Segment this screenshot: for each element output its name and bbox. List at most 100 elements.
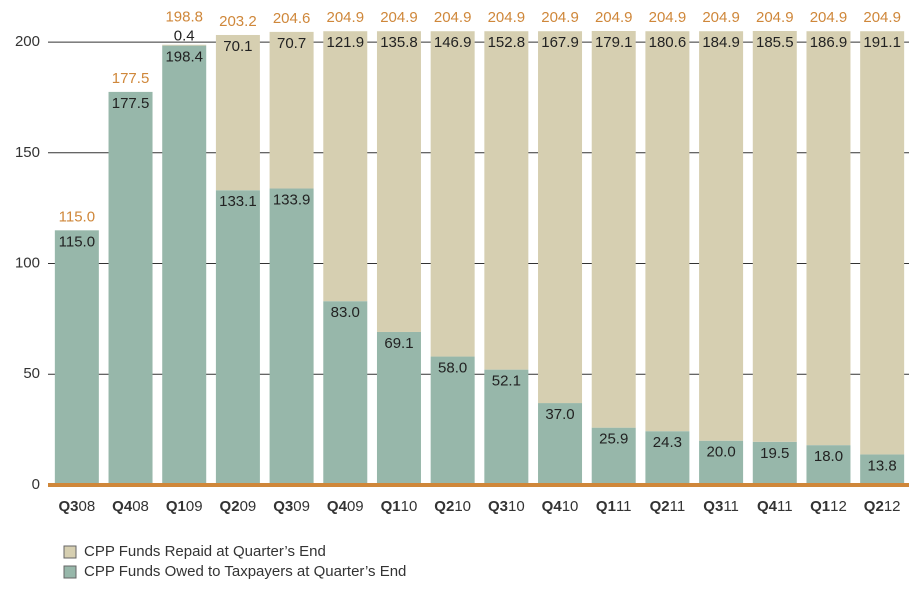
x-tick-bold: Q1 (596, 498, 616, 515)
bar-segment (430, 31, 475, 357)
x-tick-year: 10 (401, 498, 418, 515)
value-label: 135.8 (380, 34, 418, 51)
y-tick-label: 150 (15, 144, 40, 161)
total-label: 177.5 (112, 70, 150, 87)
total-label: 204.9 (649, 9, 687, 26)
x-tick-label: Q210 (434, 498, 471, 515)
bar-segment (645, 31, 690, 432)
legend-label: CPP Funds Owed to Taxpayers at Quarter’s… (84, 563, 406, 580)
x-tick-bold: Q4 (327, 498, 348, 515)
total-label: 204.9 (810, 9, 848, 26)
value-label: 37.0 (545, 406, 574, 423)
bar-segment (699, 31, 744, 441)
x-tick-label: Q111 (596, 498, 632, 515)
value-label: 167.9 (541, 34, 579, 51)
bar-segment (752, 31, 797, 442)
x-tick-bold: Q4 (112, 498, 133, 515)
legend-label: CPP Funds Repaid at Quarter’s End (84, 543, 326, 560)
value-label: 121.9 (327, 34, 365, 51)
value-label: 146.9 (434, 34, 472, 51)
value-label: 25.9 (599, 431, 628, 448)
bar-segment (806, 31, 851, 446)
x-tick-bold: Q3 (488, 498, 508, 515)
x-tick-bold: Q3 (58, 498, 78, 515)
bar-segment (484, 31, 529, 370)
value-label: 133.1 (219, 193, 257, 210)
bar-segment (591, 427, 636, 485)
value-label: 20.0 (706, 444, 735, 461)
value-label: 19.5 (760, 445, 789, 462)
x-tick-year: 10 (508, 498, 525, 515)
x-tick-label: Q311 (703, 498, 739, 515)
bar-segment (538, 403, 583, 485)
bar-segment (269, 31, 314, 189)
total-label: 204.9 (863, 9, 901, 26)
x-tick-bold: Q1 (810, 498, 830, 515)
x-tick-label: Q410 (542, 498, 579, 515)
x-tick-year: 11 (616, 498, 632, 515)
legend-swatch (63, 545, 77, 559)
value-label: 52.1 (492, 373, 521, 390)
value-label: 115.0 (59, 233, 95, 250)
x-tick-bold: Q2 (434, 498, 454, 515)
x-tick-year: 12 (830, 498, 847, 515)
value-label: 70.1 (223, 38, 252, 55)
value-label: 18.0 (814, 448, 843, 465)
x-tick-year: 12 (884, 498, 901, 515)
y-tick-label: 0 (32, 476, 40, 493)
x-tick-year: 10 (562, 498, 579, 515)
bar-segment (108, 91, 153, 485)
x-tick-label: Q411 (757, 498, 793, 515)
value-label: 24.3 (653, 434, 682, 451)
total-label: 204.9 (541, 9, 579, 26)
total-label: 204.9 (702, 9, 740, 26)
total-label: 204.9 (756, 9, 794, 26)
x-tick-bold: Q2 (220, 498, 240, 515)
value-label: 191.1 (863, 34, 901, 51)
x-tick-year: 10 (454, 498, 471, 515)
value-label: 133.9 (273, 191, 311, 208)
x-tick-year: 11 (777, 498, 793, 515)
x-tick-year: 09 (186, 498, 203, 515)
y-tick-label: 200 (15, 33, 40, 50)
x-tick-label: Q109 (166, 498, 203, 515)
bar-segment (269, 188, 314, 485)
x-tick-label: Q309 (273, 498, 310, 515)
x-tick-year: 09 (347, 498, 364, 515)
bar-segment (162, 44, 207, 46)
x-tick-bold: Q3 (703, 498, 723, 515)
bar-segment (860, 454, 905, 485)
x-tick-label: Q211 (650, 498, 686, 515)
bar-segment (54, 230, 99, 485)
value-label: 13.8 (868, 457, 897, 474)
value-label: 184.9 (702, 34, 740, 51)
x-tick-label: Q409 (327, 498, 364, 515)
bar-segment (376, 331, 421, 485)
total-label: 115.0 (59, 208, 95, 225)
x-tick-label: Q408 (112, 498, 149, 515)
value-label: 177.5 (112, 95, 150, 112)
legend-swatch (63, 565, 77, 579)
bar-segment (215, 34, 260, 191)
x-tick-bold: Q1 (166, 498, 186, 515)
bar-segment (645, 431, 690, 485)
x-tick-bold: Q2 (864, 498, 884, 515)
x-tick-label: Q110 (381, 498, 418, 515)
x-tick-label: Q112 (810, 498, 847, 515)
total-label: 204.9 (488, 9, 526, 26)
value-label: 70.7 (277, 35, 306, 52)
x-tick-bold: Q4 (757, 498, 778, 515)
bar-segment (699, 440, 744, 485)
bar-segment (215, 190, 260, 486)
bar-segment (162, 45, 207, 486)
x-tick-label: Q212 (864, 498, 901, 515)
total-label: 204.9 (380, 9, 418, 26)
x-tick-bold: Q4 (542, 498, 563, 515)
y-tick-label: 100 (15, 255, 40, 272)
bar-segment (860, 31, 905, 455)
value-label: 83.0 (331, 304, 360, 321)
bar-segment (806, 445, 851, 485)
value-label: 180.6 (649, 34, 687, 51)
x-tick-bold: Q2 (650, 498, 670, 515)
